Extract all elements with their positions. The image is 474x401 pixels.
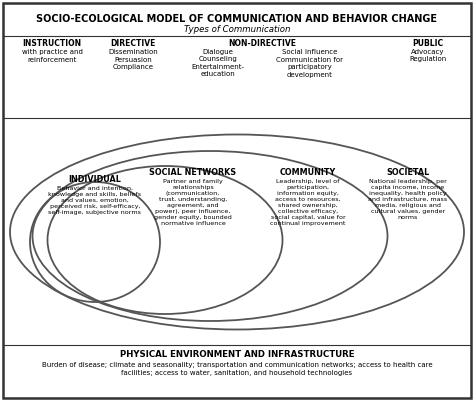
- Text: DIRECTIVE: DIRECTIVE: [110, 39, 155, 48]
- Text: Burden of disease; climate and seasonality; transportation and communication net: Burden of disease; climate and seasonali…: [42, 362, 432, 375]
- Text: NON-DIRECTIVE: NON-DIRECTIVE: [228, 39, 296, 48]
- Text: INSTRUCTION: INSTRUCTION: [22, 39, 82, 48]
- Text: Leadership, level of
participation,
information equity,
access to resources,
sha: Leadership, level of participation, info…: [270, 179, 346, 226]
- Text: PHYSICAL ENVIRONMENT AND INFRASTRUCTURE: PHYSICAL ENVIRONMENT AND INFRASTRUCTURE: [120, 350, 354, 359]
- Text: SOCIO-ECOLOGICAL MODEL OF COMMUNICATION AND BEHAVIOR CHANGE: SOCIO-ECOLOGICAL MODEL OF COMMUNICATION …: [36, 14, 438, 24]
- Text: SOCIETAL: SOCIETAL: [386, 168, 429, 177]
- Text: National leadership, per
capita income, income
inequality, health policy
and inf: National leadership, per capita income, …: [368, 179, 447, 220]
- Text: Dialogue
Counseling
Entertainment-
education: Dialogue Counseling Entertainment- educa…: [191, 49, 245, 77]
- Text: Dissemination
Persuasion
Compliance: Dissemination Persuasion Compliance: [108, 49, 158, 70]
- Text: PUBLIC: PUBLIC: [412, 39, 444, 48]
- Text: Behavior and intention,
knowledge and skills, beliefs
and values, emotion,
perce: Behavior and intention, knowledge and sk…: [48, 186, 142, 215]
- Text: Social influence
Communication for
participatory
development: Social influence Communication for parti…: [276, 49, 344, 77]
- Text: INDIVIDUAL: INDIVIDUAL: [69, 175, 121, 184]
- Text: SOCIAL NETWORKS: SOCIAL NETWORKS: [149, 168, 237, 177]
- Text: with practice and
reinforcement: with practice and reinforcement: [21, 49, 82, 63]
- Text: COMMUNITY: COMMUNITY: [280, 168, 336, 177]
- Text: Advocacy
Regulation: Advocacy Regulation: [410, 49, 447, 63]
- Text: Partner and family
relationships
(communication,
trust, understanding,
agreement: Partner and family relationships (commun…: [154, 179, 232, 226]
- Text: Types of Communication: Types of Communication: [184, 25, 290, 34]
